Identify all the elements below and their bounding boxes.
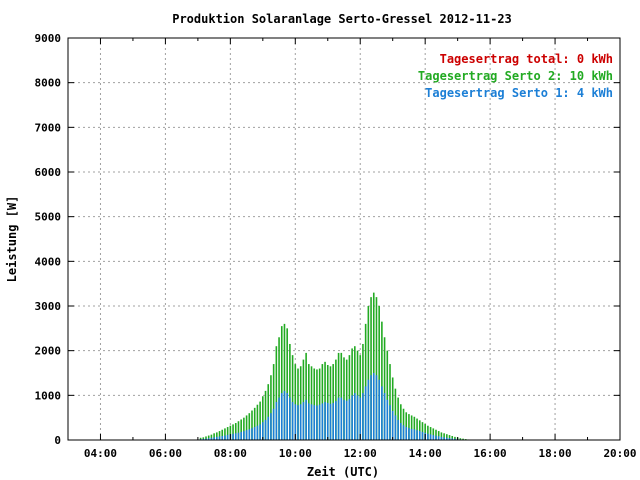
y-tick-label: 4000 [35, 255, 62, 268]
bars-layer [199, 292, 472, 440]
x-tick-label: 10:00 [279, 447, 312, 460]
y-tick-label: 5000 [35, 211, 62, 224]
y-tick-label: 3000 [35, 300, 62, 313]
x-tick-label: 08:00 [214, 447, 247, 460]
y-tick-label: 6000 [35, 166, 62, 179]
y-tick-label: 1000 [35, 389, 62, 402]
ticks-layer: 0 1000 2000 3000 4000 5000 6000 7000 8000 9000 04:… [35, 32, 637, 460]
y-tick-label: 8000 [35, 77, 62, 90]
chart-title: Produktion Solaranlage Serto-Gressel 201… [172, 12, 512, 26]
y-tick-label: 7000 [35, 121, 62, 134]
x-tick-label: 06:00 [149, 447, 182, 460]
x-tick-label: 14:00 [409, 447, 442, 460]
y-tick-label: 2000 [35, 345, 62, 358]
legend-entry: Tagesertrag Serto 2: 10 kWh [418, 69, 613, 83]
y-tick-label: 9000 [35, 32, 62, 45]
legend: Tagesertrag total: 0 kWh Tagesertrag Sert… [418, 52, 613, 100]
x-tick-label: 16:00 [474, 447, 507, 460]
y-tick-label: 0 [54, 434, 61, 447]
x-tick-label: 04:00 [84, 447, 117, 460]
x-axis-label: Zeit (UTC) [307, 465, 379, 479]
y-axis-label: Leistung [W] [5, 196, 19, 283]
legend-entry: Tagesertrag total: 0 kWh [440, 52, 613, 66]
plot-frame [67, 37, 621, 441]
x-tick-label: 20:00 [603, 447, 636, 460]
x-tick-label: 12:00 [344, 447, 377, 460]
legend-entry: Tagesertrag Serto 1: 4 kWh [425, 86, 613, 100]
x-tick-label: 18:00 [538, 447, 571, 460]
